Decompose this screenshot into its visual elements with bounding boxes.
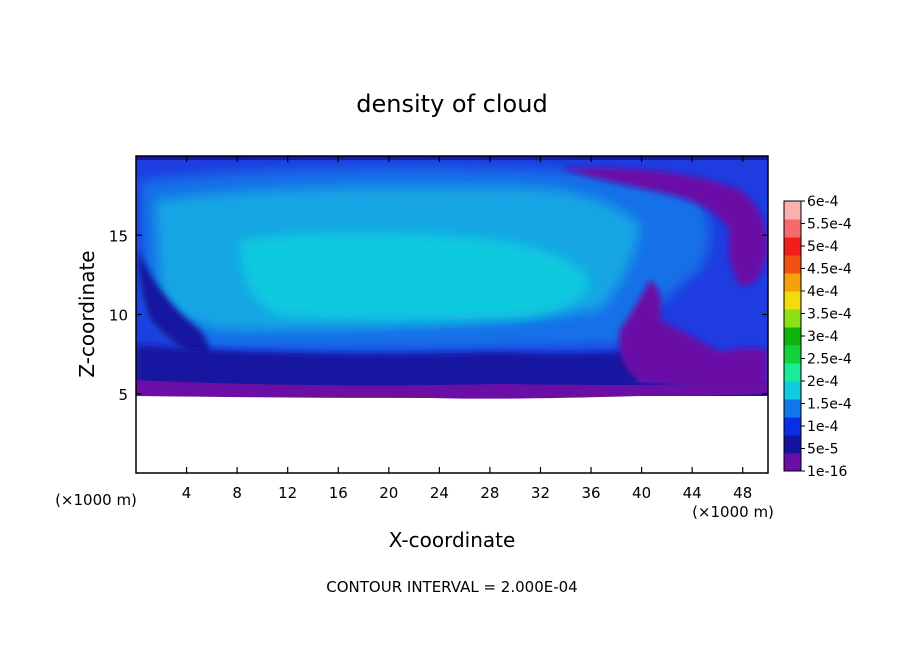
y-axis-label: Z-coordinate	[75, 250, 99, 377]
colorbar-swatch	[784, 435, 801, 454]
cloud-dark-streak-left	[138, 250, 209, 360]
y-tick-label: 15	[109, 227, 128, 245]
colorbar-swatch	[784, 291, 801, 310]
x-tick-label: 8	[232, 484, 242, 502]
colorbar-swatch	[784, 273, 801, 292]
x-tick-label: 16	[329, 484, 348, 502]
colorbar-label: 1.5e-4	[807, 397, 852, 413]
x-tick-label: 44	[683, 484, 702, 502]
colorbar-label: 5e-4	[807, 239, 839, 255]
x-unit-label-right: (×1000 m)	[692, 503, 774, 521]
colorbar-swatch	[784, 309, 801, 328]
x-axis-label: X-coordinate	[389, 528, 516, 552]
x-axis: 4 8 12 16 20 24 28 32 36 40 44 48	[182, 156, 752, 502]
colorbar-label: 2e-4	[807, 374, 839, 390]
plot-area	[136, 156, 768, 473]
colorbar-swatch	[784, 381, 801, 400]
colorbar-swatch	[784, 219, 801, 238]
colorbar-swatch	[784, 201, 801, 220]
y-axis: 5 10 15	[109, 227, 768, 404]
colorbar-label: 4.5e-4	[807, 262, 852, 278]
contour-interval-label: CONTOUR INTERVAL = 2.000E-04	[326, 578, 577, 596]
x-tick-label: 32	[531, 484, 550, 502]
colorbar-swatch	[784, 453, 801, 472]
colorbar-label: 5.5e-4	[807, 217, 852, 233]
y-tick-label: 5	[118, 386, 128, 404]
colorbar: 1e-16 5e-5 1e-4 1.5e-4 2e-4 2.5e-4 3e-4 3.5e-4 4…	[783, 194, 852, 480]
colorbar-swatch	[784, 237, 801, 256]
colorbar-label: 6e-4	[807, 194, 839, 210]
colorbar-label: 3e-4	[807, 329, 839, 345]
cloud-top-right-swirl	[560, 167, 768, 286]
cloud-turbulent-right	[619, 280, 768, 389]
x-tick-label: 12	[278, 484, 297, 502]
colorbar-label: 1e-4	[807, 419, 839, 435]
colorbar-swatch	[784, 363, 801, 382]
colorbar-swatch	[784, 255, 801, 274]
cloud-base-purple-edge	[136, 380, 768, 399]
cloud-field	[136, 156, 768, 399]
colorbar-swatch	[784, 345, 801, 364]
x-tick-label: 40	[632, 484, 651, 502]
x-tick-label: 24	[430, 484, 449, 502]
colorbar-swatch	[784, 327, 801, 346]
x-tick-label: 48	[733, 484, 752, 502]
colorbar-label: 2.5e-4	[807, 352, 852, 368]
y-tick-label: 10	[109, 307, 128, 325]
x-tick-label: 36	[581, 484, 600, 502]
cloud-base-band	[136, 345, 640, 389]
x-tick-label: 20	[379, 484, 398, 502]
x-unit-label-left: (×1000 m)	[55, 491, 137, 509]
colorbar-swatch	[784, 417, 801, 436]
x-tick-label: 4	[182, 484, 192, 502]
cloud-core-region	[240, 232, 590, 320]
chart-title: density of cloud	[356, 90, 547, 118]
colorbar-swatch	[784, 399, 801, 418]
colorbar-label: 4e-4	[807, 284, 839, 300]
colorbar-label: 5e-5	[807, 442, 838, 458]
colorbar-label: 3.5e-4	[807, 307, 852, 323]
x-tick-label: 28	[480, 484, 499, 502]
colorbar-label: 1e-16	[807, 464, 847, 480]
